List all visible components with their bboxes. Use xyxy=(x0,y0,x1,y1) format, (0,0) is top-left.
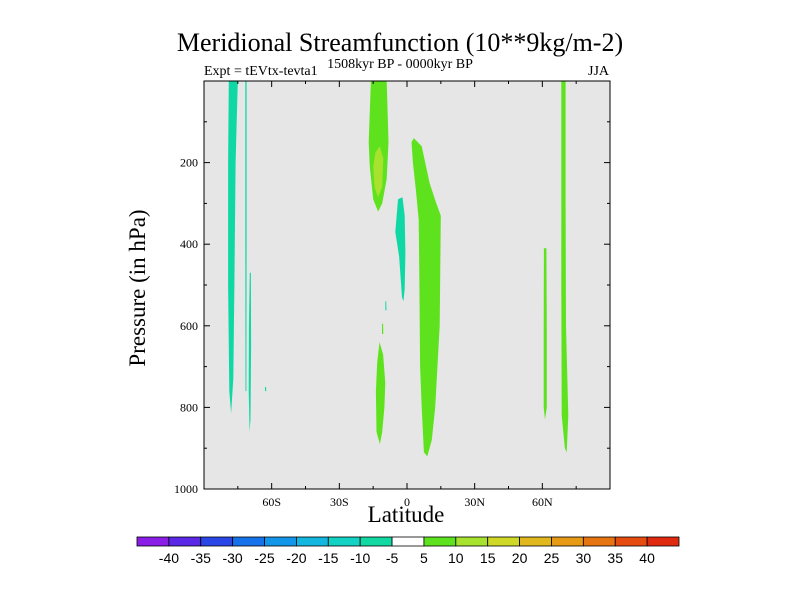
colorbar-label: -15 xyxy=(318,550,338,566)
colorbar-swatch xyxy=(359,536,393,547)
contour-neg-equatorial xyxy=(395,197,406,302)
colorbar-label: 35 xyxy=(607,550,623,566)
colorbar-swatch xyxy=(423,536,457,547)
contour-regions xyxy=(228,81,569,457)
colorbar-label: -35 xyxy=(191,550,211,566)
colorbar-swatch xyxy=(168,536,202,547)
y-axis-ticks: 200 400 600 800 1000 xyxy=(174,121,610,496)
colorbar-label: 30 xyxy=(576,550,592,566)
contour-pos-south-subtropic-lower xyxy=(375,342,386,445)
colorbar-swatch xyxy=(487,536,520,547)
colorbar-label: 20 xyxy=(512,550,528,566)
y-tick-label: 800 xyxy=(180,400,198,414)
y-tick-label: 200 xyxy=(180,156,198,170)
contour-neg-equatorial-speck xyxy=(385,301,387,311)
x-axis-ticks: 60S 30S 0 30N 60N xyxy=(237,81,577,509)
colorbar-swatch xyxy=(582,536,616,547)
colorbar-label: -40 xyxy=(159,550,179,566)
colorbar-label: 25 xyxy=(544,550,560,566)
plot-background xyxy=(204,81,610,489)
colorbar-label: -25 xyxy=(254,550,274,566)
colorbar-swatch xyxy=(327,536,361,547)
colorbar-label: 15 xyxy=(480,550,496,566)
colorbar-swatch xyxy=(455,536,489,547)
y-tick-label: 400 xyxy=(180,237,198,251)
colorbar-swatch xyxy=(391,536,425,547)
colorbar-label: -20 xyxy=(286,550,306,566)
y-tick-label: 1000 xyxy=(174,482,198,496)
colorbar-swatch xyxy=(136,536,170,547)
contour-pos-north-main xyxy=(411,138,441,457)
colorbar: -40 -35 -30 -25 -20 -15 -10 -5 5 10 15 20 25 30 35 40 xyxy=(136,536,680,566)
contour-pos-south-subtropic-core xyxy=(373,146,384,198)
colorbar-swatch xyxy=(646,536,680,547)
x-tick-label: 30N xyxy=(464,495,485,509)
contour-neg-south-polar-speck xyxy=(264,387,267,392)
x-tick-label: 30S xyxy=(330,495,349,509)
contour-neg-south-polar-main xyxy=(228,81,238,414)
y-tick-label: 600 xyxy=(180,319,198,333)
x-tick-label: 60N xyxy=(532,495,553,509)
colorbar-swatch xyxy=(232,536,265,547)
colorbar-swatch xyxy=(614,536,648,547)
colorbar-label: 10 xyxy=(448,550,464,566)
contour-pos-north-polar-lower xyxy=(543,248,547,420)
colorbar-swatch xyxy=(551,536,584,547)
contour-pos-south-subtropic-upper xyxy=(368,81,389,212)
period-label: 1508kyr BP - 0000kyr BP xyxy=(327,57,473,72)
colorbar-label: -5 xyxy=(386,550,399,566)
contour-pos-south-speck xyxy=(382,323,384,334)
colorbar-label: -10 xyxy=(350,550,370,566)
contour-pos-north-polar-main xyxy=(561,81,569,453)
colorbar-label: -30 xyxy=(222,550,242,566)
x-axis-label: Latitude xyxy=(367,502,445,527)
colorbar-swatch xyxy=(519,536,552,547)
colorbar-swatch xyxy=(200,536,234,547)
experiment-label: Expt = tEVtx-tevta1 xyxy=(204,64,318,79)
x-tick-label: 60S xyxy=(262,495,281,509)
colorbar-label: 5 xyxy=(420,550,428,566)
chart-title: Meridional Streamfunction (10**9kg/m-2) xyxy=(176,28,624,57)
contour-neg-south-polar-line xyxy=(245,81,247,392)
x-tick-label: 0 xyxy=(404,495,410,509)
colorbar-swatch xyxy=(296,536,329,547)
season-label: JJA xyxy=(588,64,610,79)
colorbar-label: 40 xyxy=(639,550,655,566)
contour-neg-south-polar-lower xyxy=(248,272,252,432)
colorbar-swatch xyxy=(264,536,297,547)
